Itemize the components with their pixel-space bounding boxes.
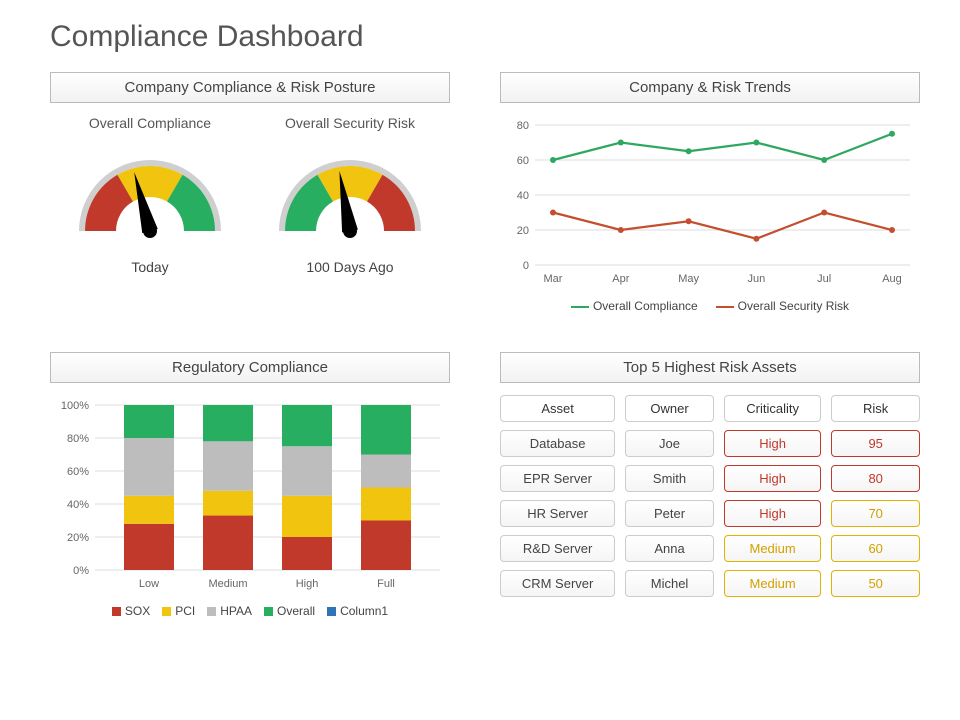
svg-text:Apr: Apr (612, 273, 629, 285)
column-header: Asset (500, 395, 615, 422)
svg-text:100%: 100% (61, 400, 89, 412)
svg-text:Medium: Medium (208, 578, 247, 590)
svg-text:High: High (296, 578, 319, 590)
legend-item: Overall (264, 604, 315, 618)
gauge-top-label: Overall Compliance (60, 115, 240, 131)
trends-title: Company & Risk Trends (500, 72, 920, 103)
risk-cell: 60 (831, 535, 920, 562)
svg-text:60%: 60% (67, 466, 89, 478)
gauge-bottom-label: 100 Days Ago (260, 259, 440, 275)
svg-text:60: 60 (517, 155, 529, 167)
legend-item: PCI (162, 604, 195, 618)
table-row: HR Server Peter High 70 (500, 500, 920, 527)
gauge-top-label: Overall Security Risk (260, 115, 440, 131)
gauge-bottom-label: Today (60, 259, 240, 275)
risk-cell: 80 (831, 465, 920, 492)
table-row: EPR Server Smith High 80 (500, 465, 920, 492)
svg-text:Full: Full (377, 578, 395, 590)
svg-text:Jun: Jun (748, 273, 766, 285)
assets-title: Top 5 Highest Risk Assets (500, 352, 920, 383)
owner-cell: Michel (625, 570, 714, 597)
svg-text:Mar: Mar (544, 273, 563, 285)
trends-line-chart: 0 20 40 60 80 Mar Apr May Jun Jul Aug (500, 115, 920, 290)
risk-cell: 95 (831, 430, 920, 457)
legend-item: HPAA (207, 604, 252, 618)
criticality-cell: High (724, 500, 822, 527)
owner-cell: Smith (625, 465, 714, 492)
assets-panel: Top 5 Highest Risk Assets Asset Owner Crit… (500, 352, 920, 642)
svg-text:May: May (678, 273, 699, 285)
owner-cell: Joe (625, 430, 714, 457)
trends-legend: Overall Compliance Overall Security Risk (500, 299, 920, 313)
risk-cell: 50 (831, 570, 920, 597)
risk-cell: 70 (831, 500, 920, 527)
svg-text:0: 0 (523, 260, 529, 272)
criticality-cell: High (724, 465, 822, 492)
svg-text:20%: 20% (67, 532, 89, 544)
legend-item: Overall Security Risk (716, 299, 849, 313)
table-header-row: Asset Owner Criticality Risk (500, 395, 920, 422)
svg-text:80: 80 (517, 120, 529, 132)
column-header: Risk (831, 395, 920, 422)
svg-text:20: 20 (517, 225, 529, 237)
asset-cell: Database (500, 430, 615, 457)
posture-title: Company Compliance & Risk Posture (50, 72, 450, 103)
svg-text:80%: 80% (67, 433, 89, 445)
criticality-cell: Medium (724, 570, 822, 597)
table-row: Database Joe High 95 (500, 430, 920, 457)
regulatory-legend: SOX PCI HPAA Overall Column1 (50, 604, 450, 618)
asset-cell: CRM Server (500, 570, 615, 597)
svg-text:0%: 0% (73, 565, 89, 577)
table-row: R&D Server Anna Medium 60 (500, 535, 920, 562)
regulatory-bar-chart: 0% 20% 40% 60% 80% 100% Low Medium High Full (50, 395, 450, 595)
owner-cell: Peter (625, 500, 714, 527)
assets-table: Asset Owner Criticality Risk Database Joe High… (500, 395, 920, 597)
asset-cell: HR Server (500, 500, 615, 527)
regulatory-panel: Regulatory Compliance 0% 20% 40% 60% 80% 100%… (50, 352, 450, 642)
asset-cell: R&D Server (500, 535, 615, 562)
table-row: CRM Server Michel Medium 50 (500, 570, 920, 597)
svg-text:Low: Low (139, 578, 159, 590)
page-title: Compliance Dashboard (50, 20, 920, 54)
legend-item: Column1 (327, 604, 388, 618)
regulatory-title: Regulatory Compliance (50, 352, 450, 383)
legend-item: SOX (112, 604, 150, 618)
column-header: Owner (625, 395, 714, 422)
trends-panel: Company & Risk Trends 0 20 40 60 80 Mar Apr May… (500, 72, 920, 332)
legend-item: Overall Compliance (571, 299, 698, 313)
criticality-cell: Medium (724, 535, 822, 562)
posture-panel: Company Compliance & Risk Posture Overal… (50, 72, 450, 332)
svg-text:Jul: Jul (817, 273, 831, 285)
svg-text:40: 40 (517, 190, 529, 202)
owner-cell: Anna (625, 535, 714, 562)
svg-text:Aug: Aug (882, 273, 902, 285)
asset-cell: EPR Server (500, 465, 615, 492)
overall-risk-gauge: Overall Security Risk 100 Days Ago (260, 115, 440, 275)
column-header: Criticality (724, 395, 822, 422)
overall-compliance-gauge: Overall Compliance Today (60, 115, 240, 275)
svg-text:40%: 40% (67, 499, 89, 511)
criticality-cell: High (724, 430, 822, 457)
